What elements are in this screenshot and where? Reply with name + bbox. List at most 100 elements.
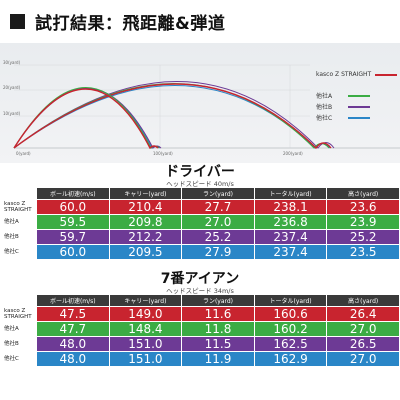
table-row: 他社B 48.0 151.0 11.5 162.5 26.5 bbox=[0, 336, 400, 352]
legend-item-kasco: kasco Z STRAIGHT bbox=[316, 69, 398, 80]
table-row: kasco Z STRAIGHT 47.5 149.0 11.6 160.6 2… bbox=[0, 306, 400, 322]
legend-item-c: 他社C bbox=[316, 112, 398, 123]
row-label: 他社B bbox=[0, 336, 37, 352]
trajectory-driver-kasco bbox=[13, 83, 332, 150]
table-cell: 27.0 bbox=[326, 351, 400, 367]
table-row: 他社A 47.7 148.4 11.8 160.2 27.0 bbox=[0, 321, 400, 337]
column-header: キャリー(yard) bbox=[108, 187, 183, 200]
trajectory-legend: kasco Z STRAIGHT 他社A 他社B 他社C bbox=[316, 69, 398, 123]
table-cell: 25.2 bbox=[326, 229, 400, 245]
table-cell: 11.5 bbox=[181, 336, 255, 352]
row-label: 他社B bbox=[0, 229, 37, 245]
table-cell: 26.4 bbox=[326, 306, 400, 322]
row-label: kasco Z STRAIGHT bbox=[0, 306, 37, 322]
table-corner bbox=[0, 187, 37, 200]
x-tick-label: 0(yard) bbox=[16, 151, 31, 156]
table-cell: 26.5 bbox=[326, 336, 400, 352]
x-tick-label: 100(yard) bbox=[153, 151, 173, 156]
table-cell: 27.0 bbox=[181, 214, 255, 230]
table-cell: 11.6 bbox=[181, 306, 255, 322]
column-header: ボール初速(m/s) bbox=[36, 187, 110, 200]
column-header: 高さ(yard) bbox=[326, 294, 400, 307]
legend-label: kasco Z STRAIGHT bbox=[316, 71, 372, 78]
table-header-row: ボール初速(m/s) キャリー(yard) ラン(yard) トータル(yard… bbox=[0, 187, 400, 200]
y-tick-label: 30(yard) bbox=[3, 60, 21, 65]
table-cell: 60.0 bbox=[36, 199, 110, 215]
table-cell: 151.0 bbox=[108, 351, 183, 367]
legend-swatch bbox=[348, 116, 370, 119]
column-header: トータル(yard) bbox=[253, 294, 328, 307]
column-header: トータル(yard) bbox=[253, 187, 328, 200]
legend-item-a: 他社A bbox=[316, 90, 398, 101]
legend-label: 他社B bbox=[316, 104, 333, 111]
column-header: ラン(yard) bbox=[181, 187, 255, 200]
table-cell: 59.7 bbox=[36, 229, 110, 245]
legend-item-b: 他社B bbox=[316, 101, 398, 112]
legend-swatch bbox=[375, 73, 398, 76]
table-cell: 160.2 bbox=[253, 321, 328, 337]
driver-table: ボール初速(m/s) キャリー(yard) ラン(yard) トータル(yard… bbox=[0, 187, 400, 260]
table-cell: 238.1 bbox=[253, 199, 328, 215]
trajectory-iron-kasco bbox=[13, 88, 159, 150]
table-corner bbox=[0, 294, 37, 307]
row-label: 他社C bbox=[0, 244, 37, 260]
table-cell: 48.0 bbox=[36, 351, 110, 367]
y-tick-label: 20(yard) bbox=[3, 85, 21, 90]
table-cell: 212.2 bbox=[108, 229, 183, 245]
legend-swatch bbox=[348, 105, 370, 108]
column-header: 高さ(yard) bbox=[326, 187, 400, 200]
table-cell: 59.5 bbox=[36, 214, 110, 230]
table-row: 他社B 59.7 212.2 25.2 237.4 25.2 bbox=[0, 229, 400, 245]
table-cell: 162.5 bbox=[253, 336, 328, 352]
table-row: kasco Z STRAIGHT 60.0 210.4 27.7 238.1 2… bbox=[0, 199, 400, 215]
trajectory-driver-b bbox=[13, 81, 335, 149]
page-title: 試打結果：飛距離&弾道 bbox=[35, 13, 226, 34]
table-cell: 162.9 bbox=[253, 351, 328, 367]
legend-label: 他社C bbox=[316, 115, 333, 122]
page-header: 試打結果：飛距離&弾道 bbox=[10, 10, 226, 34]
iron-subtitle: ヘッドスピード 34m/s bbox=[166, 287, 234, 295]
table-cell: 27.7 bbox=[181, 199, 255, 215]
table-row: 他社C 60.0 209.5 27.9 237.4 23.5 bbox=[0, 244, 400, 260]
table-cell: 151.0 bbox=[108, 336, 183, 352]
driver-title: ドライバー bbox=[165, 164, 235, 180]
header-square-icon bbox=[10, 13, 25, 29]
table-row: 他社A 59.5 209.8 27.0 236.8 23.9 bbox=[0, 214, 400, 230]
table-cell: 160.6 bbox=[253, 306, 328, 322]
table-cell: 48.0 bbox=[36, 336, 110, 352]
table-cell: 60.0 bbox=[36, 244, 110, 260]
table-cell: 25.2 bbox=[181, 229, 255, 245]
row-label: kasco Z STRAIGHT bbox=[0, 199, 37, 215]
column-header: ラン(yard) bbox=[181, 294, 255, 307]
row-label: 他社C bbox=[0, 351, 37, 367]
table-cell: 210.4 bbox=[108, 199, 183, 215]
table-cell: 148.4 bbox=[108, 321, 183, 337]
trajectory-svg: 30(yard) 20(yard) 10(yard) 0(yard) 100(y… bbox=[3, 60, 400, 156]
row-label: 他社A bbox=[0, 214, 37, 230]
table-cell: 23.9 bbox=[326, 214, 400, 230]
legend-label: 他社A bbox=[316, 93, 333, 100]
table-row: 他社C 48.0 151.0 11.9 162.9 27.0 bbox=[0, 351, 400, 367]
iron-table: ボール初速(m/s) キャリー(yard) ラン(yard) トータル(yard… bbox=[0, 294, 400, 367]
column-header: キャリー(yard) bbox=[108, 294, 183, 307]
trajectory-chart: 30(yard) 20(yard) 10(yard) 0(yard) 100(y… bbox=[0, 43, 400, 163]
table-cell: 11.9 bbox=[181, 351, 255, 367]
legend-swatch bbox=[348, 94, 370, 97]
row-label: 他社A bbox=[0, 321, 37, 337]
table-cell: 209.8 bbox=[108, 214, 183, 230]
table-cell: 11.8 bbox=[181, 321, 255, 337]
table-cell: 236.8 bbox=[253, 214, 328, 230]
table-cell: 27.9 bbox=[181, 244, 255, 260]
table-cell: 23.5 bbox=[326, 244, 400, 260]
x-tick-label: 200(yard) bbox=[283, 151, 303, 156]
table-cell: 237.4 bbox=[253, 229, 328, 245]
table-cell: 27.0 bbox=[326, 321, 400, 337]
column-header: ボール初速(m/s) bbox=[36, 294, 110, 307]
table-cell: 47.7 bbox=[36, 321, 110, 337]
table-cell: 209.5 bbox=[108, 244, 183, 260]
table-cell: 47.5 bbox=[36, 306, 110, 322]
y-tick-label: 10(yard) bbox=[3, 111, 21, 116]
iron-title: 7番アイアン bbox=[160, 271, 240, 287]
table-header-row: ボール初速(m/s) キャリー(yard) ラン(yard) トータル(yard… bbox=[0, 294, 400, 307]
table-cell: 237.4 bbox=[253, 244, 328, 260]
